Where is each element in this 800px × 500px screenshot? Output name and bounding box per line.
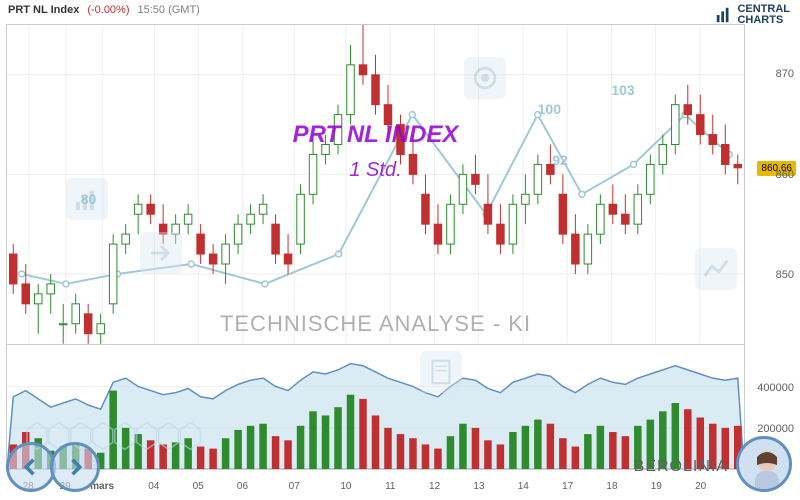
x-tick: 11 — [385, 481, 395, 492]
doc-icon — [420, 351, 462, 393]
target-icon — [464, 57, 506, 99]
watermark-title: PRT NL INDEX — [293, 121, 459, 149]
logo-icon — [715, 6, 733, 24]
chart-area[interactable]: PRT NL INDEX 1 Std. TECHNISCHE ANALYSE -… — [6, 24, 745, 470]
avatar[interactable] — [736, 436, 792, 492]
y-tick: 870 — [776, 68, 794, 80]
y-tick: 860 — [776, 169, 794, 181]
symbol-name: PRT NL Index — [8, 4, 79, 16]
x-tick: 18 — [606, 481, 617, 492]
price-chart[interactable]: PRT NL INDEX 1 Std. TECHNISCHE ANALYSE -… — [7, 25, 744, 345]
x-tick: 10 — [340, 481, 351, 492]
x-tick: 20 — [695, 481, 706, 492]
y-tick: 200000 — [757, 423, 794, 435]
logo: CENTRAL CHARTS — [715, 4, 790, 26]
y-tick: 400000 — [757, 382, 794, 394]
x-tick: 04 — [148, 481, 159, 492]
x-axis: 2829mars04050607101112131417181920 — [6, 478, 745, 500]
price-change: (-0.00%) — [87, 4, 129, 16]
overlay-number: 103 — [611, 82, 634, 98]
y-tick: 850 — [776, 269, 794, 281]
overlay-number: 80 — [81, 191, 97, 207]
nav-prev-button[interactable] — [6, 442, 56, 492]
watermark-tech: TECHNISCHE ANALYSE - KI — [220, 311, 531, 337]
x-tick: 05 — [193, 481, 204, 492]
x-tick: 06 — [237, 481, 248, 492]
overlay-number: 100 — [538, 101, 561, 117]
chart-header: PRT NL Index (-0.00%) 15:50 (GMT) — [0, 0, 800, 20]
brand-text: BEROLINIA — [634, 458, 728, 476]
chart-icon — [695, 248, 737, 290]
timestamp: 15:50 (GMT) — [138, 4, 200, 16]
arrow-icon — [140, 232, 182, 274]
y-axis: 850 860 870 200000 400000 — [748, 24, 800, 470]
volume-chart[interactable] — [7, 345, 744, 469]
x-tick: 17 — [562, 481, 573, 492]
x-tick: 07 — [289, 481, 300, 492]
nav-next-button[interactable] — [50, 442, 100, 492]
x-tick: 13 — [473, 481, 484, 492]
x-tick: 14 — [518, 481, 529, 492]
x-tick: 19 — [651, 481, 662, 492]
x-tick: 12 — [429, 481, 440, 492]
watermark-subtitle: 1 Std. — [349, 159, 401, 182]
overlay-number: 92 — [552, 152, 568, 168]
